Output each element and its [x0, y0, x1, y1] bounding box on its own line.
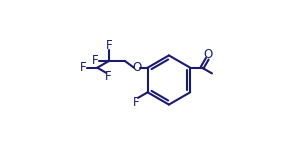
Text: F: F: [133, 96, 140, 109]
Text: F: F: [104, 70, 111, 83]
Text: O: O: [132, 61, 141, 74]
Text: F: F: [80, 61, 86, 74]
Text: O: O: [204, 48, 213, 61]
Text: F: F: [91, 54, 98, 68]
Text: F: F: [106, 39, 112, 52]
